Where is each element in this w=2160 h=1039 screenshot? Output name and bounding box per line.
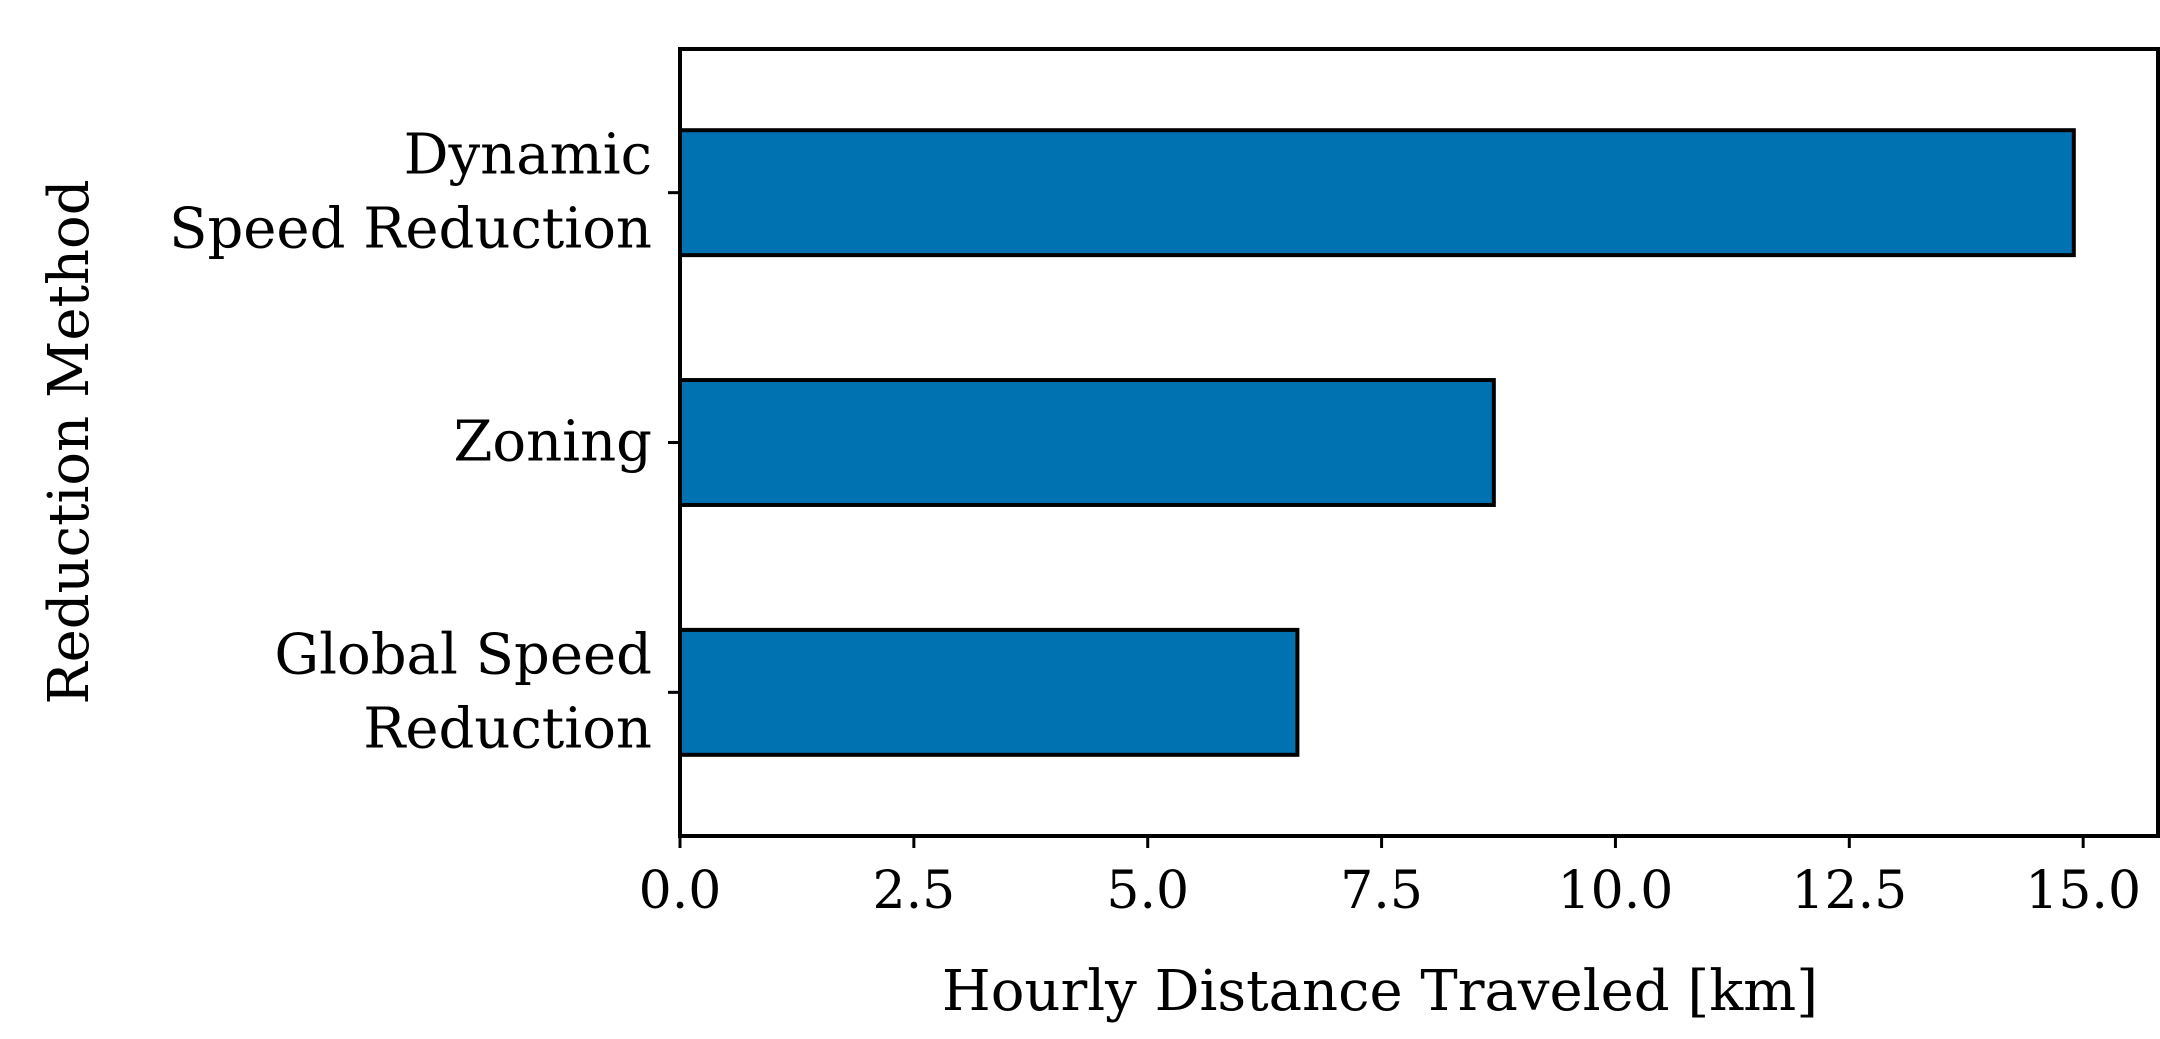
x-tick-label-0: 0.0 bbox=[639, 861, 722, 921]
x-tick-label-2: 5.0 bbox=[1106, 861, 1189, 921]
x-tick-label-3: 7.5 bbox=[1340, 861, 1423, 921]
x-axis-label: Hourly Distance Traveled [km] bbox=[942, 959, 1818, 1024]
category-label-2: Global Speed Reduction bbox=[274, 622, 652, 761]
category-label-0: Dynamic Speed Reduction bbox=[169, 123, 652, 262]
x-tick-label-5: 12.5 bbox=[1791, 861, 1907, 921]
y-axis-label: Reduction Method bbox=[37, 179, 102, 704]
bars-group bbox=[678, 128, 2076, 757]
bar-1 bbox=[678, 378, 1496, 507]
category-label-1: Zoning bbox=[453, 410, 652, 475]
x-tick-label-1: 2.5 bbox=[873, 861, 956, 921]
y-axis-ticks: Dynamic Speed Reduction Zoning Global Speed… bbox=[169, 123, 680, 761]
bar-0 bbox=[678, 128, 2076, 258]
x-tick-label-6: 15.0 bbox=[2025, 861, 2141, 921]
x-axis-ticks: 0.0 2.5 5.0 7.5 10.0 12.5 15.0 bbox=[639, 836, 2141, 921]
x-tick-label-4: 10.0 bbox=[1558, 861, 1674, 921]
bar-2 bbox=[678, 627, 1300, 757]
